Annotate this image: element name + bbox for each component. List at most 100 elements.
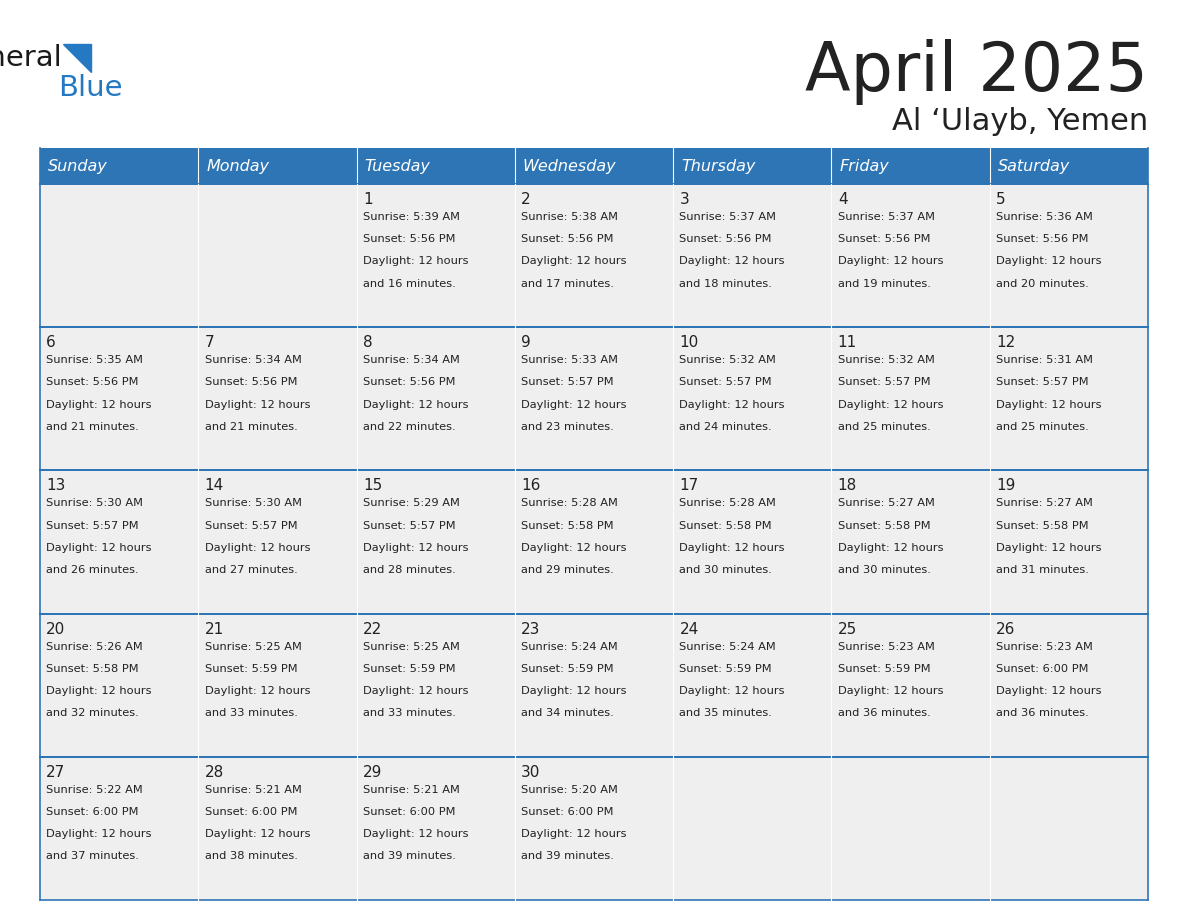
Text: and 36 minutes.: and 36 minutes. [838, 708, 930, 718]
Text: Sunrise: 5:31 AM: Sunrise: 5:31 AM [996, 355, 1093, 365]
Text: Sunrise: 5:30 AM: Sunrise: 5:30 AM [204, 498, 302, 509]
Text: 5: 5 [996, 192, 1006, 207]
Text: 29: 29 [362, 765, 383, 779]
Bar [674, 613, 832, 756]
Text: April 2025: April 2025 [805, 39, 1148, 105]
Text: Daylight: 12 hours: Daylight: 12 hours [46, 829, 152, 839]
Text: Sunrise: 5:37 AM: Sunrise: 5:37 AM [680, 212, 777, 222]
Text: Saturday: Saturday [998, 159, 1070, 174]
Text: Thursday: Thursday [681, 159, 756, 174]
Text: and 26 minutes.: and 26 minutes. [46, 565, 139, 575]
Text: and 34 minutes.: and 34 minutes. [522, 708, 614, 718]
Text: 1: 1 [362, 192, 373, 207]
Text: Sunset: 5:59 PM: Sunset: 5:59 PM [204, 664, 297, 674]
Text: Sunset: 5:56 PM: Sunset: 5:56 PM [996, 234, 1088, 244]
Text: Daylight: 12 hours: Daylight: 12 hours [204, 686, 310, 696]
Text: Sunset: 5:59 PM: Sunset: 5:59 PM [522, 664, 614, 674]
Bar [990, 470, 1148, 613]
Text: and 29 minutes.: and 29 minutes. [522, 565, 614, 575]
Text: Sunset: 5:58 PM: Sunset: 5:58 PM [838, 521, 930, 531]
Text: Friday: Friday [840, 159, 889, 174]
Text: Sunrise: 5:23 AM: Sunrise: 5:23 AM [838, 642, 935, 652]
Text: Sunrise: 5:38 AM: Sunrise: 5:38 AM [522, 212, 618, 222]
Text: Sunset: 5:58 PM: Sunset: 5:58 PM [46, 664, 139, 674]
Text: General: General [0, 44, 62, 72]
Bar [832, 613, 990, 756]
Text: 17: 17 [680, 478, 699, 493]
Text: Wednesday: Wednesday [523, 159, 617, 174]
Text: Blue: Blue [58, 74, 122, 102]
Text: Sunrise: 5:27 AM: Sunrise: 5:27 AM [996, 498, 1093, 509]
Text: Sunrise: 5:28 AM: Sunrise: 5:28 AM [522, 498, 618, 509]
Text: Daylight: 12 hours: Daylight: 12 hours [522, 686, 627, 696]
Text: 13: 13 [46, 478, 65, 493]
Text: 28: 28 [204, 765, 223, 779]
Bar [514, 148, 674, 184]
Text: Sunrise: 5:32 AM: Sunrise: 5:32 AM [680, 355, 776, 365]
Bar [40, 148, 198, 184]
Text: Daylight: 12 hours: Daylight: 12 hours [204, 829, 310, 839]
Bar [674, 470, 832, 613]
Text: and 31 minutes.: and 31 minutes. [996, 565, 1089, 575]
Text: Sunset: 5:57 PM: Sunset: 5:57 PM [46, 521, 139, 531]
Bar [674, 327, 832, 470]
Text: Sunrise: 5:34 AM: Sunrise: 5:34 AM [204, 355, 302, 365]
Bar [514, 184, 674, 327]
Text: Daylight: 12 hours: Daylight: 12 hours [996, 686, 1101, 696]
Bar [356, 756, 514, 900]
Text: Sunset: 5:59 PM: Sunset: 5:59 PM [838, 664, 930, 674]
Text: 23: 23 [522, 621, 541, 636]
Text: 3: 3 [680, 192, 689, 207]
Bar [832, 470, 990, 613]
Text: 6: 6 [46, 335, 56, 350]
Text: and 17 minutes.: and 17 minutes. [522, 278, 614, 288]
Text: Sunrise: 5:35 AM: Sunrise: 5:35 AM [46, 355, 144, 365]
Text: Daylight: 12 hours: Daylight: 12 hours [46, 686, 152, 696]
Text: 9: 9 [522, 335, 531, 350]
Text: Daylight: 12 hours: Daylight: 12 hours [996, 256, 1101, 266]
Text: Daylight: 12 hours: Daylight: 12 hours [522, 256, 627, 266]
Text: Daylight: 12 hours: Daylight: 12 hours [362, 686, 468, 696]
Text: 30: 30 [522, 765, 541, 779]
Text: and 20 minutes.: and 20 minutes. [996, 278, 1088, 288]
Bar [674, 756, 832, 900]
Text: Sunset: 5:58 PM: Sunset: 5:58 PM [996, 521, 1088, 531]
Text: Sunset: 6:00 PM: Sunset: 6:00 PM [522, 807, 614, 817]
Text: Sunrise: 5:23 AM: Sunrise: 5:23 AM [996, 642, 1093, 652]
Text: Sunset: 5:57 PM: Sunset: 5:57 PM [522, 377, 614, 387]
Bar [198, 756, 356, 900]
Bar [514, 470, 674, 613]
Text: 24: 24 [680, 621, 699, 636]
Bar [990, 184, 1148, 327]
Text: and 23 minutes.: and 23 minutes. [522, 421, 614, 431]
Text: Sunrise: 5:27 AM: Sunrise: 5:27 AM [838, 498, 935, 509]
Text: Daylight: 12 hours: Daylight: 12 hours [522, 399, 627, 409]
Bar [674, 148, 832, 184]
Bar [356, 613, 514, 756]
Text: Daylight: 12 hours: Daylight: 12 hours [46, 543, 152, 553]
Bar [356, 470, 514, 613]
Text: 22: 22 [362, 621, 383, 636]
Text: and 25 minutes.: and 25 minutes. [996, 421, 1088, 431]
Text: Daylight: 12 hours: Daylight: 12 hours [362, 829, 468, 839]
Text: Sunrise: 5:33 AM: Sunrise: 5:33 AM [522, 355, 618, 365]
Bar [832, 327, 990, 470]
Bar [990, 756, 1148, 900]
Bar [40, 327, 198, 470]
Text: 21: 21 [204, 621, 223, 636]
Bar [356, 327, 514, 470]
Text: 11: 11 [838, 335, 857, 350]
Text: Sunset: 5:58 PM: Sunset: 5:58 PM [680, 521, 772, 531]
Text: Sunset: 5:56 PM: Sunset: 5:56 PM [838, 234, 930, 244]
Text: Sunset: 5:57 PM: Sunset: 5:57 PM [204, 521, 297, 531]
Text: Sunset: 5:56 PM: Sunset: 5:56 PM [680, 234, 772, 244]
Text: Sunset: 6:00 PM: Sunset: 6:00 PM [204, 807, 297, 817]
Text: Daylight: 12 hours: Daylight: 12 hours [204, 543, 310, 553]
Text: Sunset: 5:56 PM: Sunset: 5:56 PM [362, 377, 455, 387]
Bar [198, 613, 356, 756]
Text: Al ‘Ulayb, Yemen: Al ‘Ulayb, Yemen [892, 107, 1148, 137]
Text: 25: 25 [838, 621, 857, 636]
Text: Daylight: 12 hours: Daylight: 12 hours [680, 399, 785, 409]
Bar [514, 613, 674, 756]
Text: Daylight: 12 hours: Daylight: 12 hours [680, 256, 785, 266]
